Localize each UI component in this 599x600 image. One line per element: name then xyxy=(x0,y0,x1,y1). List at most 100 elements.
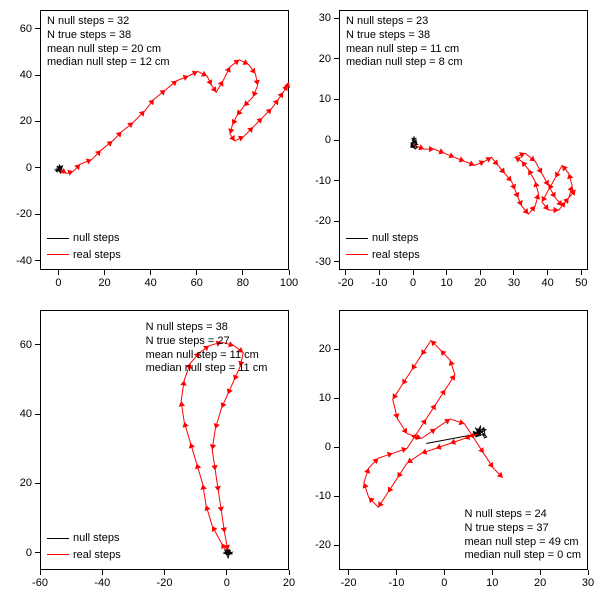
real-step-arrow xyxy=(421,419,427,425)
real-step-arrow xyxy=(534,194,540,200)
real-step-arrow xyxy=(567,174,573,180)
real-step-arrow xyxy=(402,428,407,434)
y-tick xyxy=(334,496,339,497)
plot-area: *N null steps = 23N true steps = 38mean … xyxy=(339,10,588,270)
y-tick xyxy=(35,552,40,553)
stats-line: N true steps = 37 xyxy=(465,522,581,536)
x-tick xyxy=(446,270,447,275)
x-tick-label: 40 xyxy=(541,277,553,289)
y-tick-label: 20 xyxy=(319,343,331,355)
x-tick xyxy=(513,270,514,275)
legend: null stepsreal steps xyxy=(47,230,121,263)
real-step-arrow xyxy=(237,109,243,115)
stats-text: N null steps = 24N true steps = 37mean n… xyxy=(465,508,581,563)
y-tick-label: -20 xyxy=(315,539,331,551)
x-tick-label: 0 xyxy=(55,277,61,289)
legend-swatch xyxy=(346,238,368,239)
x-tick-label: 20 xyxy=(98,277,110,289)
real-step-arrow xyxy=(440,390,445,396)
real-step-arrow xyxy=(180,380,186,386)
y-tick-label: -20 xyxy=(16,208,32,220)
legend-swatch xyxy=(47,238,69,239)
x-tick xyxy=(164,570,165,575)
real-step-arrow xyxy=(221,527,227,533)
y-tick-label: -20 xyxy=(315,215,331,227)
y-tick xyxy=(35,344,40,345)
plot-area: *N null steps = 38N true steps = 27mean … xyxy=(40,310,289,570)
x-tick-label: 0 xyxy=(224,577,230,589)
x-tick xyxy=(104,270,105,275)
y-tick-label: 30 xyxy=(319,12,331,24)
plot-area: * N null steps = 24N true steps = 37mean … xyxy=(339,310,588,570)
legend-label: null steps xyxy=(73,530,119,547)
x-tick-label: -10 xyxy=(389,577,405,589)
y-tick-label: 0 xyxy=(26,162,32,174)
y-tick-label: 60 xyxy=(20,339,32,351)
x-tick-label: 50 xyxy=(575,277,587,289)
x-tick xyxy=(547,270,548,275)
x-tick-label: 30 xyxy=(582,577,594,589)
stats-line: mean null step = 11 cm xyxy=(346,43,462,57)
start-marker: * xyxy=(411,133,416,149)
plot-area: *N null steps = 32N true steps = 38mean … xyxy=(40,10,289,270)
real-step-arrow xyxy=(411,434,417,440)
stats-line: N null steps = 24 xyxy=(465,508,581,522)
stats-line: mean null step = 20 cm xyxy=(47,43,170,57)
y-tick xyxy=(334,349,339,350)
y-tick xyxy=(334,18,339,19)
real-steps-path xyxy=(414,145,576,214)
real-step-arrow xyxy=(148,99,154,105)
panel-p3: *N null steps = 38N true steps = 27mean … xyxy=(0,300,299,600)
stats-line: N true steps = 38 xyxy=(47,29,170,43)
x-tick xyxy=(492,570,493,575)
y-tick xyxy=(334,99,339,100)
legend-label: real steps xyxy=(73,547,121,564)
y-tick-label: 0 xyxy=(26,547,32,559)
legend-item: real steps xyxy=(47,547,121,564)
legend: null stepsreal steps xyxy=(47,530,121,563)
real-step-arrow xyxy=(488,462,493,468)
x-tick xyxy=(289,570,290,575)
panel-p2: *N null steps = 23N true steps = 38mean … xyxy=(299,0,598,300)
real-step-arrow xyxy=(211,86,217,92)
real-step-arrow xyxy=(407,458,413,464)
legend-item: null steps xyxy=(47,230,121,247)
y-tick-label: 10 xyxy=(319,93,331,105)
legend-swatch xyxy=(47,254,69,255)
y-tick xyxy=(35,121,40,122)
stats-line: median null step = 0 cm xyxy=(465,549,581,563)
real-step-arrow xyxy=(171,81,177,87)
y-tick-label: -30 xyxy=(315,256,331,268)
x-tick xyxy=(102,570,103,575)
real-step-arrow xyxy=(200,484,206,490)
y-tick-label: -10 xyxy=(315,175,331,187)
x-tick-label: -40 xyxy=(94,577,110,589)
y-tick xyxy=(35,28,40,29)
x-tick-label: 20 xyxy=(283,577,295,589)
real-step-arrow xyxy=(412,364,418,370)
x-tick-label: 10 xyxy=(441,277,453,289)
real-step-arrow xyxy=(127,122,133,128)
y-tick xyxy=(35,167,40,168)
stats-line: median null step = 8 cm xyxy=(346,56,462,70)
x-tick-label: -10 xyxy=(371,277,387,289)
x-tick xyxy=(396,570,397,575)
real-steps-path xyxy=(59,60,290,174)
x-tick-label: -20 xyxy=(157,577,173,589)
real-step-arrow xyxy=(478,447,484,453)
legend-label: null steps xyxy=(372,230,418,247)
x-tick xyxy=(242,270,243,275)
y-tick xyxy=(35,260,40,261)
y-tick-label: 40 xyxy=(20,69,32,81)
x-tick xyxy=(581,270,582,275)
real-step-arrow xyxy=(107,141,113,147)
y-tick-label: -10 xyxy=(315,490,331,502)
y-tick xyxy=(334,180,339,181)
y-tick xyxy=(334,221,339,222)
y-tick-label: 0 xyxy=(325,134,331,146)
y-tick-label: 20 xyxy=(20,477,32,489)
x-tick xyxy=(480,270,481,275)
stats-line: median null step = 11 cm xyxy=(146,362,268,376)
x-tick xyxy=(413,270,414,275)
start-marker: * xyxy=(476,426,481,442)
